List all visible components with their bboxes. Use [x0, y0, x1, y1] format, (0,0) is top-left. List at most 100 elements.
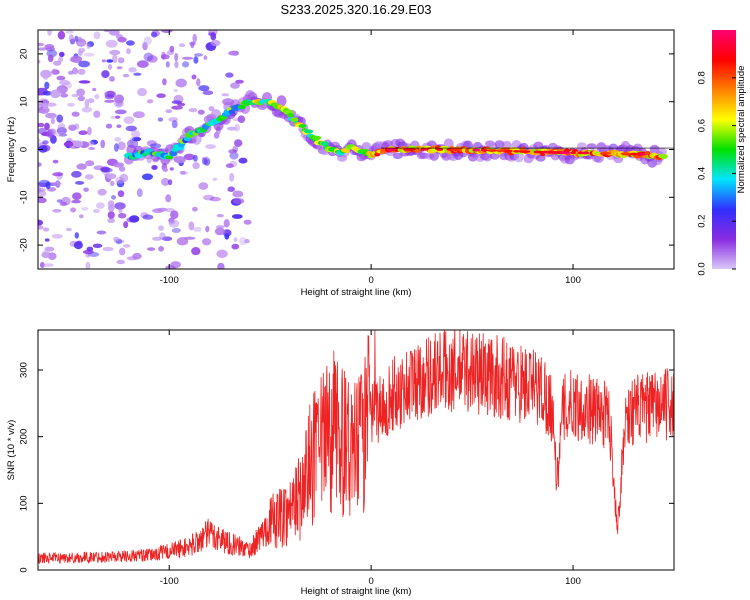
- noise-blob: [109, 76, 115, 82]
- noise-blob: [196, 78, 201, 87]
- noise-blob: [71, 199, 81, 204]
- noise-blob: [42, 102, 49, 110]
- noise-blob: [65, 30, 74, 34]
- noise-blob: [162, 236, 173, 241]
- noise-blob: [73, 241, 83, 250]
- ridge-peak: [620, 152, 631, 156]
- noise-blob: [93, 31, 101, 40]
- noise-blob: [56, 199, 63, 203]
- noise-blob: [232, 145, 239, 153]
- noise-blob: [152, 236, 162, 241]
- noise-blob: [93, 208, 100, 214]
- x-tick-label: -100: [160, 576, 179, 587]
- noise-blob: [202, 90, 214, 95]
- ridge-peak: [386, 148, 397, 151]
- noise-blob: [167, 179, 173, 186]
- ridge-peak: [518, 150, 531, 154]
- noise-blob: [59, 51, 65, 58]
- noise-blob: [216, 249, 228, 258]
- noise-blob: [52, 208, 62, 213]
- noise-blob: [97, 188, 107, 196]
- noise-blob: [95, 202, 105, 209]
- ridge-peak: [559, 151, 571, 155]
- noise-blob: [111, 195, 116, 200]
- noise-blob: [193, 56, 199, 64]
- noise-blob: [221, 93, 230, 97]
- x-tick-label: -100: [160, 275, 179, 286]
- noise-blob: [67, 102, 75, 107]
- ridge-peak: [629, 152, 638, 156]
- noise-blob: [107, 218, 116, 224]
- noise-blob: [103, 30, 113, 33]
- noise-blob: [74, 35, 79, 42]
- ridge-peak: [407, 148, 416, 151]
- noise-blob: [165, 265, 176, 269]
- noise-blob: [52, 172, 64, 177]
- noise-blob: [182, 56, 194, 60]
- noise-blob: [78, 130, 88, 135]
- noise-blob: [123, 221, 129, 229]
- noise-blob: [229, 172, 235, 182]
- noise-blob: [44, 44, 55, 50]
- noise-blob: [51, 182, 62, 186]
- noise-blob: [60, 93, 69, 98]
- noise-blob: [76, 88, 85, 97]
- ridge-halo: [535, 154, 546, 162]
- noise-blob: [85, 261, 91, 269]
- ridge-peak: [480, 148, 488, 152]
- noise-blob: [71, 111, 80, 117]
- noise-blob: [119, 173, 129, 183]
- noise-blob: [78, 60, 90, 68]
- noise-blob: [243, 219, 252, 225]
- noise-blob: [38, 145, 48, 153]
- noise-blob: [72, 192, 82, 200]
- noise-blob: [239, 236, 247, 246]
- noise-blob: [77, 95, 86, 102]
- noise-blob: [157, 207, 169, 212]
- noise-blob: [146, 55, 158, 63]
- snr-series-line: [38, 330, 674, 565]
- colorbar-ticks: 0.0 0.2 0.4 0.6 0.8: [697, 71, 736, 276]
- noise-blob: [212, 177, 218, 181]
- noise-blob: [191, 74, 197, 80]
- noise-blob: [59, 133, 67, 137]
- x-tick-label: 0: [368, 275, 373, 286]
- noise-blob: [171, 228, 181, 233]
- noise-blob: [165, 61, 170, 68]
- noise-blob: [151, 31, 158, 38]
- noise-blob: [192, 206, 198, 212]
- ridge-blob: [169, 150, 178, 157]
- noise-blob: [225, 72, 234, 78]
- noise-blob: [38, 122, 45, 128]
- noise-blob: [174, 61, 179, 69]
- noise-blob: [83, 187, 89, 192]
- noise-blob: [38, 47, 48, 51]
- noise-blob: [70, 55, 83, 63]
- noise-blob: [92, 243, 103, 248]
- noise-blob: [73, 140, 84, 148]
- noise-blob: [193, 154, 198, 162]
- noise-blob: [129, 215, 140, 223]
- noise-blob: [210, 32, 217, 41]
- noise-blob: [88, 147, 95, 150]
- x-tick-label: 100: [565, 576, 581, 587]
- noise-blob: [53, 60, 62, 66]
- ridge-peak: [496, 149, 505, 153]
- noise-blob: [146, 99, 154, 104]
- noise-blob: [174, 52, 179, 62]
- noise-blob: [100, 139, 106, 149]
- noise-blob: [107, 211, 115, 219]
- noise-blob: [38, 197, 47, 204]
- noise-blob: [38, 59, 41, 64]
- noise-blob: [170, 210, 179, 219]
- noise-blob: [165, 194, 172, 203]
- noise-blob: [171, 120, 178, 129]
- noise-blob: [57, 123, 66, 132]
- noise-blob: [158, 225, 164, 231]
- noise-blob: [68, 70, 74, 75]
- noise-blob: [191, 247, 201, 256]
- noise-blob: [161, 177, 170, 186]
- ridge-halo: [613, 155, 624, 164]
- snr-content: [38, 330, 674, 565]
